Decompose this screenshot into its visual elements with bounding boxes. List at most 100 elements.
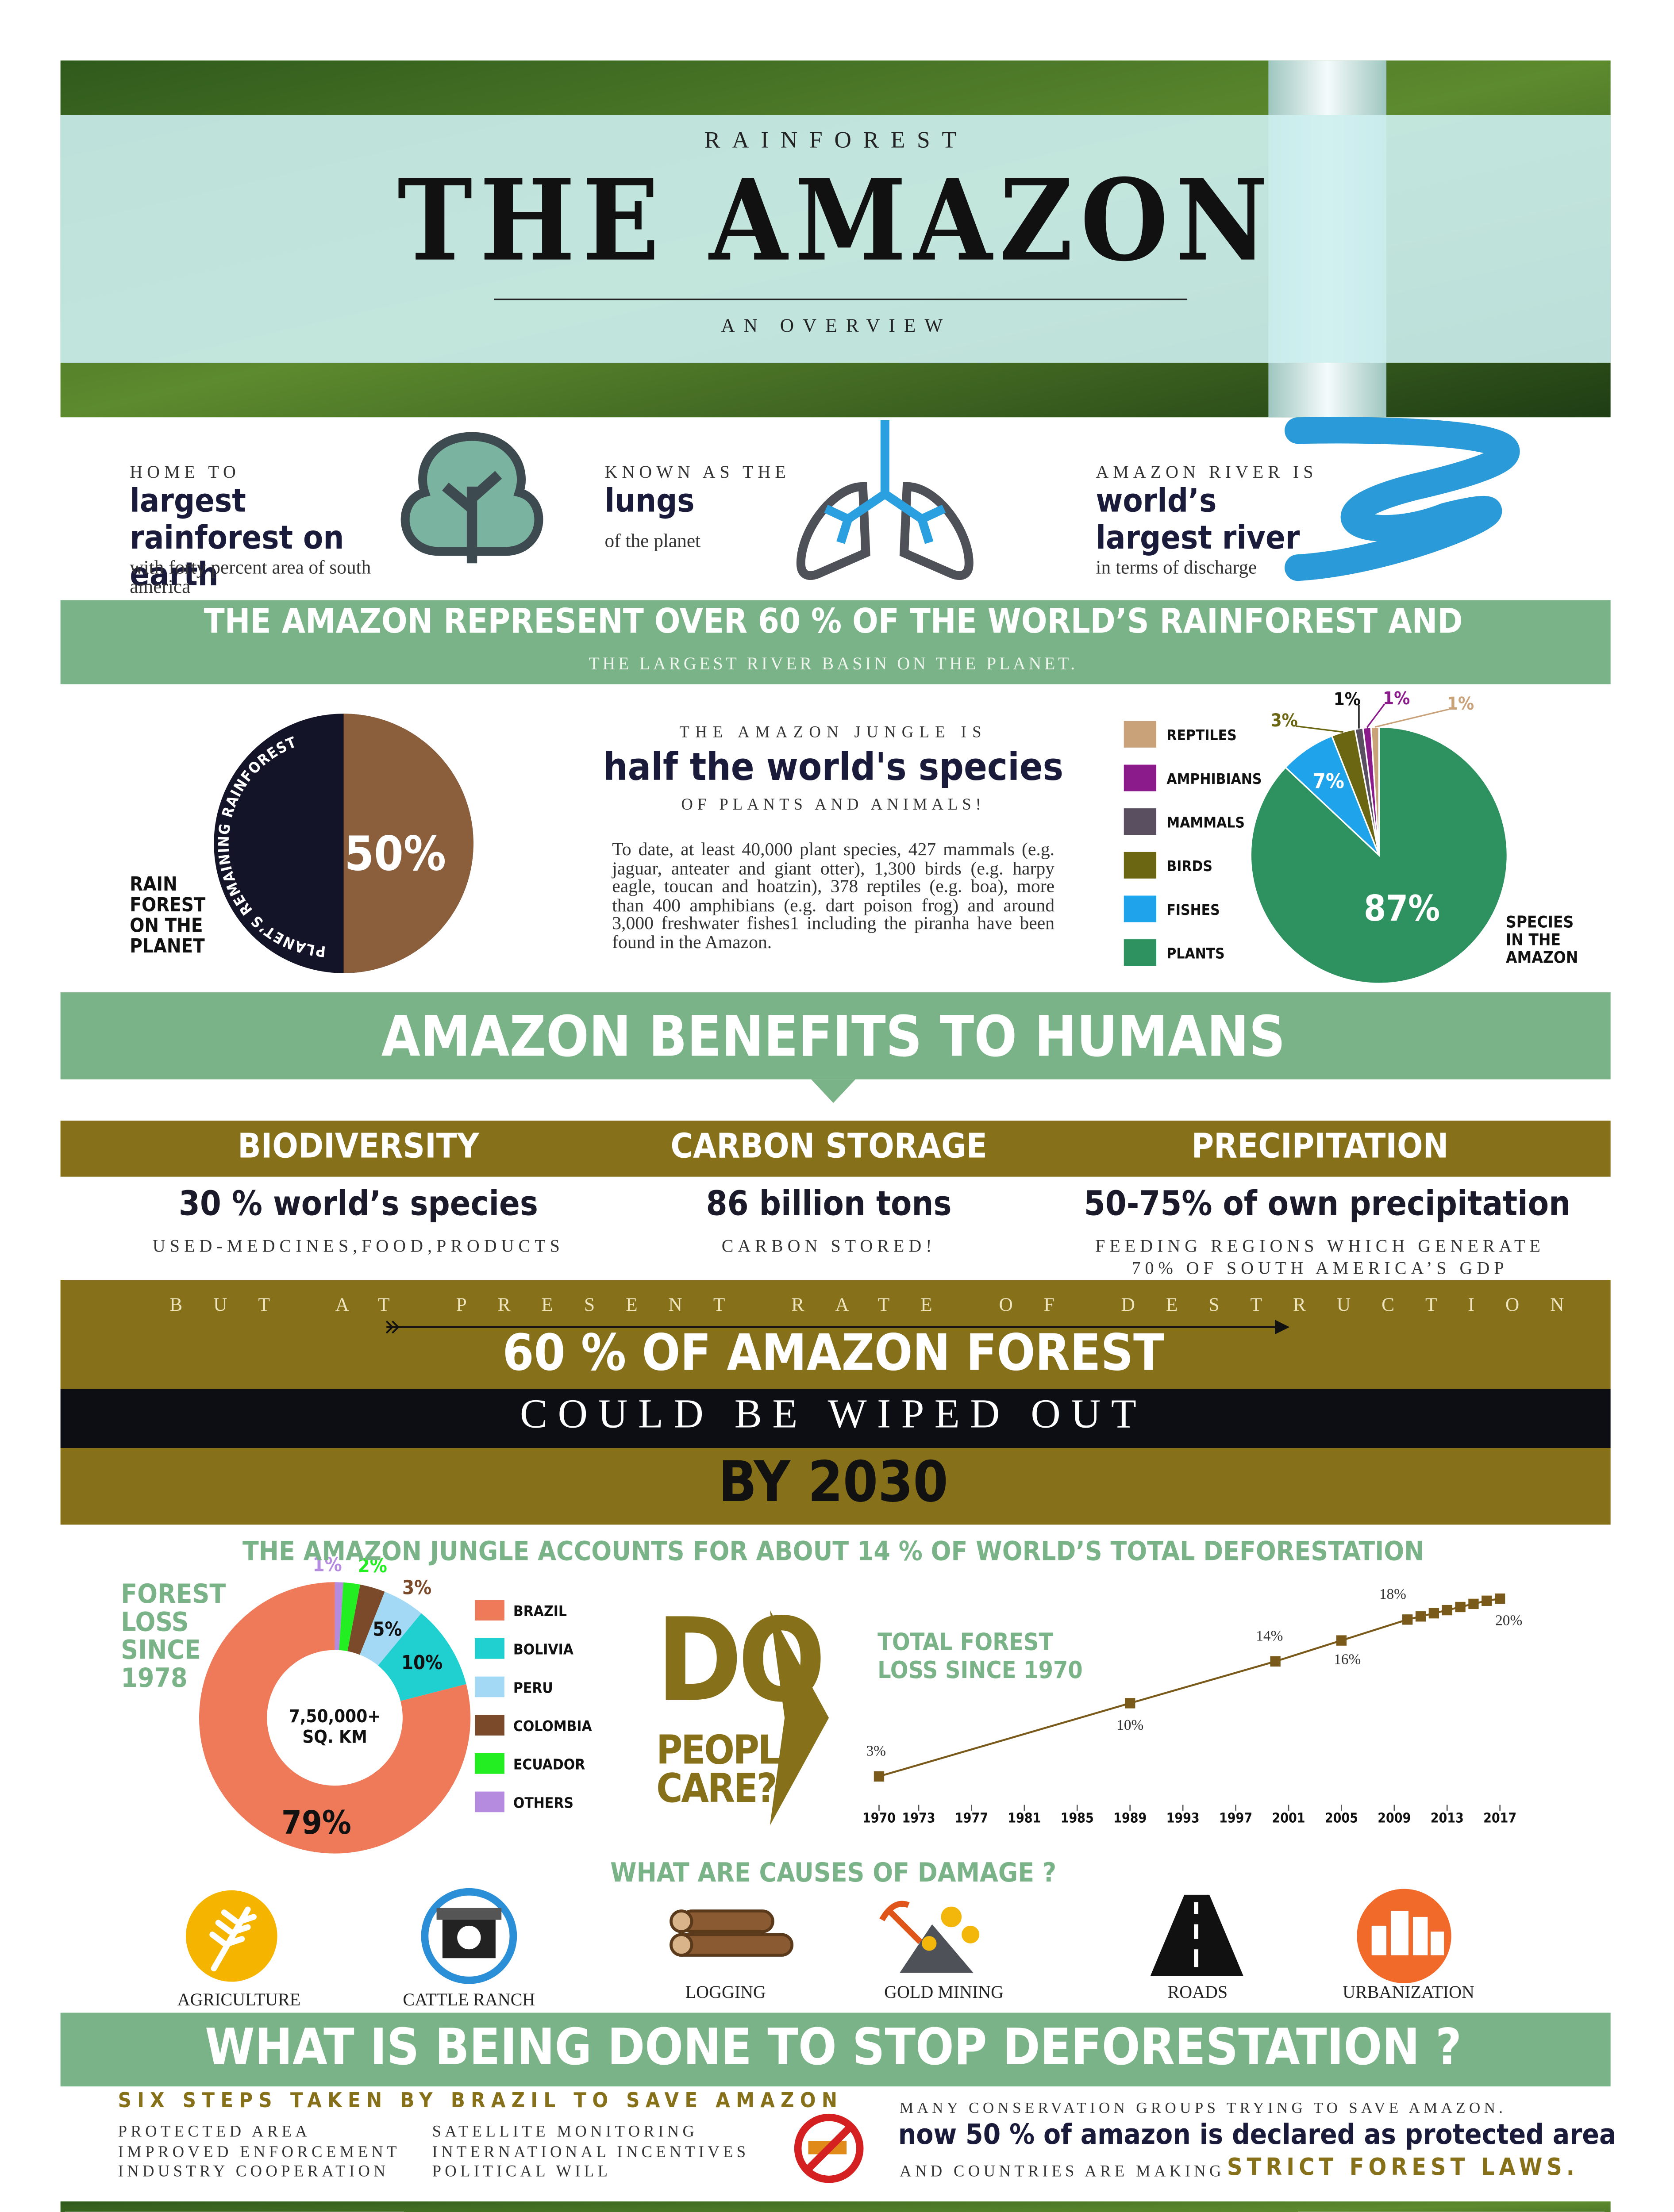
trend-point [1415,1611,1426,1622]
legend-swatch [475,1753,504,1774]
donut-value-label: 10% [401,1652,443,1674]
legend-label: MAMMALS [1166,814,1245,831]
x-tick-label: 2005 [1325,1811,1358,1826]
legend-swatch [1124,808,1157,835]
call-text: PEOPLE CARE? [656,1728,804,1813]
destruction-lead: BUT AT PRESENT RATE OF DESTRUCTION [169,1293,1595,1316]
leader-line [1366,703,1385,728]
call-arrow [770,1610,829,1826]
footer-photo [60,2201,1611,2212]
agriculture-icon [185,1890,277,1982]
trend-point [1494,1593,1505,1604]
benefits-band [60,1121,1611,1177]
donut-slice [199,1582,471,1854]
action-text: MANY CONSERVATION GROUPS TRYING TO SAVE … [900,2101,1507,2118]
cause-label: URBANIZATION [1343,1982,1474,2003]
trend-point [1428,1608,1439,1619]
benefit-heading: BIODIVERSITY [238,1128,479,1167]
legend-swatch [1124,939,1157,966]
donut-value-label: 2% [358,1555,387,1577]
roads-icon [1150,1894,1243,1976]
donut-slice [378,1613,466,1701]
legend-label: FISHES [1166,901,1220,918]
fact-kicker: KNOWN AS THE [604,461,790,482]
header-title: THE AMAZON [397,154,1275,286]
legend-swatch [1124,721,1157,748]
fact-kicker: HOME TO [130,461,240,482]
destruction-text: 60 % OF AMAZON FOREST [502,1324,1164,1383]
x-tick-label: 1997 [1219,1811,1252,1826]
destruction-text: COULD BE WIPED OUT [520,1392,1147,1438]
pie-value-label: 87% [1364,888,1440,929]
x-tick-label: 2013 [1431,1811,1464,1826]
donut-value-label: 79% [281,1804,351,1842]
steps-heading: SIX STEPS TAKEN BY BRAZIL TO SAVE AMAZON [118,2089,843,2113]
trend-value-label: 16% [1334,1651,1361,1667]
gold-mining-icon [879,1901,980,1973]
trend-point [1482,1595,1492,1606]
benefit-stat: 30 % world’s species [178,1185,538,1224]
logging-icon [670,1909,794,1957]
section-heading: THE AMAZON JUNGLE ACCOUNTS FOR ABOUT 14 … [242,1536,1424,1567]
legend-swatch [1124,895,1157,922]
tree-icon [400,432,543,564]
legend-swatch [475,1676,504,1697]
legend-label: BIRDS [1166,857,1212,875]
action-text: AND COUNTRIES ARE MAKING [900,2163,1225,2181]
x-tick-label: 1993 [1166,1811,1200,1826]
donut-value-label: 1% [312,1554,342,1576]
step-item: SATELLITE MONITORING [432,2123,698,2141]
trend-point [1270,1656,1281,1667]
cause-label: AGRICULTURE [177,1989,301,2010]
species-sub: OF PLANTS AND ANIMALS! [681,796,985,814]
leader-line [1296,725,1343,733]
cause-label: GOLD MINING [884,1982,1004,2003]
banner-pointer [811,1079,856,1103]
action-text: STRICT FOREST LAWS. [1227,2153,1579,2181]
fact-headline: lungs [604,484,695,521]
donut-value-label: 5% [373,1618,402,1640]
cause-label: ROADS [1167,1982,1228,2003]
pie-title: SPECIES IN THE AMAZON [1505,913,1578,968]
legend-label: PLANTS [1166,945,1224,962]
pie-value-label: 1% [1334,689,1361,710]
action-title: WHAT IS BEING DONE TO STOP DEFORESTATION… [205,2018,1462,2078]
legend-label: OTHERS [513,1794,573,1811]
pie-slice [1284,735,1380,856]
donut-title: FOREST LOSS SINCE 1978 [121,1579,226,1694]
step-item: IMPROVED ENFORCEMENT [118,2143,400,2161]
legend-swatch [1124,852,1157,879]
header-subtitle: AN OVERVIEW [721,314,952,336]
benefit-stat: 86 billion tons [706,1185,952,1224]
legend-swatch [475,1715,504,1736]
header-kicker: RAINFOREST [704,128,968,154]
destruction-arrow [385,1320,1290,1335]
no-logging-icon [794,2113,864,2183]
legend-swatch [475,1600,504,1621]
banner-text: THE AMAZON REPRESENT OVER 60 % OF THE WO… [204,603,1463,641]
pie-value-label: 1% [1383,688,1410,709]
section-heading: WHAT ARE CAUSES OF DAMAGE ? [610,1858,1057,1889]
cause-label: CATTLE RANCH [403,1989,535,2010]
x-tick-label: 2017 [1483,1811,1516,1826]
lungs-icon [796,420,974,580]
line-title: TOTAL FOREST LOSS SINCE 1970 [877,1628,1083,1684]
x-tick-label: 1977 [955,1811,988,1826]
step-item: INTERNATIONAL INCENTIVES [432,2143,750,2161]
benefits-title: AMAZON BENEFITS TO HUMANS [381,1004,1285,1069]
pie-value-label: 7% [1313,770,1344,794]
fact-note: in terms of discharge [1096,556,1257,578]
river-icon [1285,417,1520,581]
cause-label: LOGGING [685,1982,766,2003]
legend-label: BOLIVIA [513,1641,574,1658]
step-item: POLITICAL WILL [432,2163,612,2181]
legend-swatch [475,1791,504,1813]
pie-slice [1370,726,1380,856]
destruction-text: BY 2030 [718,1449,948,1514]
donut-slice [335,1582,343,1650]
pie-title: RAIN FOREST ON THE PLANET [130,874,206,959]
step-item: INDUSTRY COOPERATION [118,2163,389,2181]
header-panel [60,115,1611,363]
